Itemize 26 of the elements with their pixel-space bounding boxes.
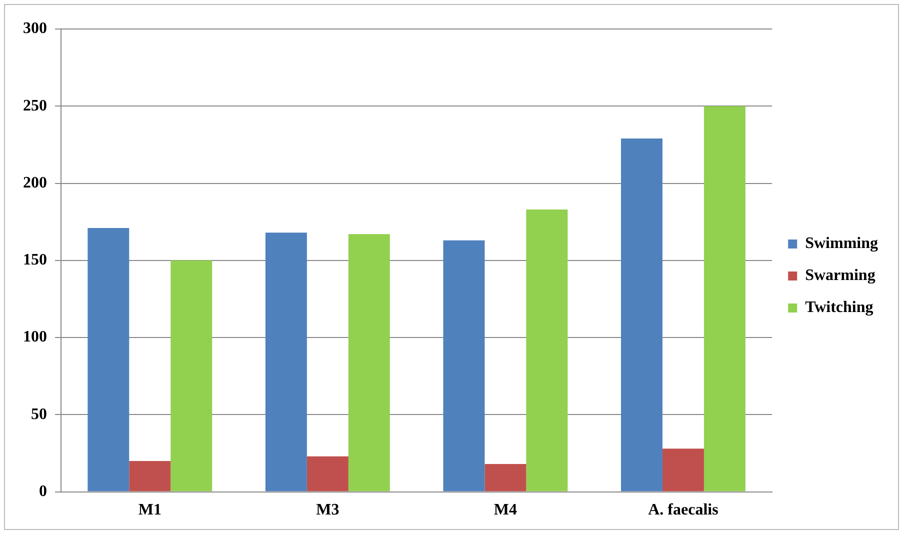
bar <box>170 260 212 492</box>
bar <box>484 464 526 492</box>
y-tick-label: 250 <box>23 97 47 114</box>
x-tick-label: M4 <box>494 502 517 519</box>
x-tick-label: A. faecalis <box>648 502 718 519</box>
bar <box>129 460 171 492</box>
y-tick-label: 50 <box>31 406 47 423</box>
x-tick-label: M3 <box>316 502 340 519</box>
y-tick-label: 100 <box>23 328 47 346</box>
legend-label: Swimming <box>805 235 878 252</box>
y-tick-label: 200 <box>23 174 47 192</box>
bar <box>443 240 485 492</box>
bar <box>526 209 568 492</box>
bar <box>662 448 704 492</box>
x-tick-label: M1 <box>138 502 162 519</box>
bar <box>265 232 307 492</box>
y-tick-label: 0 <box>39 482 47 500</box>
bar <box>704 106 746 492</box>
bar <box>620 138 662 492</box>
bar <box>348 234 390 492</box>
legend-label: Twitching <box>805 299 874 316</box>
legend-label: Swarming <box>805 267 876 284</box>
y-tick-label: 150 <box>23 252 47 269</box>
bar <box>88 228 130 492</box>
y-tick-label: 300 <box>23 20 47 38</box>
bar <box>306 456 348 492</box>
